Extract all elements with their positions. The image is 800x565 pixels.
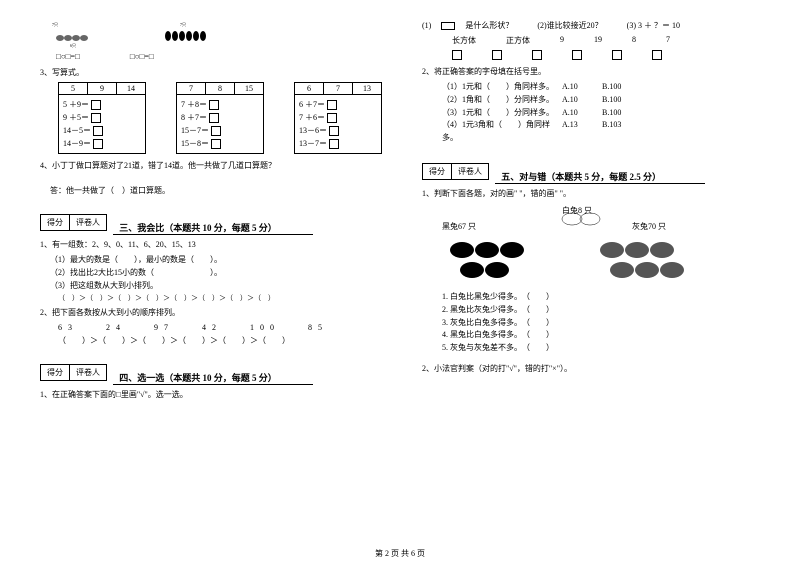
answer-box[interactable]: [327, 100, 337, 110]
svg-text:6只: 6只: [70, 43, 76, 48]
answer-box[interactable]: [209, 100, 219, 110]
s3q1: 1、有一组数：2、9、0、11、6、20、15、13: [40, 239, 382, 250]
box-1: 5914 5 ＋9＝ 9 ＋5＝ 14－5＝ 14－9＝: [58, 82, 146, 154]
s3nums: 63 24 97 42 100 85: [58, 322, 382, 333]
letter-choices: （1）1元和（ ）角同样多。A.10B.100 （2）1角和（ ）分同样多。A.…: [442, 81, 760, 145]
q4-answer: 答：他一共做了（ ）道口算题。: [50, 185, 382, 196]
answer-box[interactable]: [211, 126, 221, 136]
answer-box[interactable]: [329, 139, 339, 149]
checkbox[interactable]: [572, 50, 582, 60]
box-2: 7815 7 ＋8＝ 8 ＋7＝ 15－7＝ 15－8＝: [176, 82, 264, 154]
j2: 2. 黑兔比灰兔少得多。 （ ）: [442, 304, 760, 317]
formula-1: □○□=□: [56, 52, 80, 61]
left-column: 7只 6只 7只 □○□=□ □○□=□ 3、写算式。 5914 5 ＋9＝ 9 …: [40, 20, 382, 404]
rabbits-image: [442, 205, 702, 285]
answer-box[interactable]: [93, 139, 103, 149]
score-box: 得分评卷人: [40, 364, 107, 381]
q4-text: 4、小丁丁做口算题对了21道，错了14道。他一共做了几道口算题？: [40, 160, 382, 171]
checkbox[interactable]: [452, 50, 462, 60]
svg-text:7只: 7只: [52, 22, 58, 27]
score-box: 得分评卷人: [40, 214, 107, 231]
s4q1: 1、在正确答案下面的□里画"√"。选一选。: [40, 389, 382, 400]
answer-box[interactable]: [91, 100, 101, 110]
checkbox[interactable]: [492, 50, 502, 60]
checkbox-row: [452, 50, 760, 60]
section-3-title: 三、我会比（本题共 10 分，每题 5 分）: [119, 223, 277, 233]
answer-box[interactable]: [209, 113, 219, 123]
right-column: (1)是什么形状？ (2)谁比较接近20？ (3) 3 ＋ ？＝ 10 长方体正…: [422, 20, 760, 404]
answer-box[interactable]: [91, 113, 101, 123]
equation-boxes: 5914 5 ＋9＝ 9 ＋5＝ 14－5＝ 14－9＝ 7815 7 ＋8＝ …: [58, 82, 382, 154]
r-q2: 2、将正确答案的字母填在括号里。: [422, 66, 760, 77]
s3q1c2: （ ）＞（ ）＞（ ）＞（ ）＞（ ）＞（ ）＞（ ）＞（ ）: [58, 293, 382, 303]
j3: 3. 灰兔比白兔多得多。 （ ）: [442, 317, 760, 330]
checkbox[interactable]: [532, 50, 542, 60]
section-5-title: 五、对与错（本题共 5 分，每题 2.5 分）: [501, 172, 661, 182]
rabbit-diagram: 白兔8 只 黑兔67 只 灰兔70 只: [442, 205, 760, 285]
s5q2: 2、小法官判案（对的打"√"，错的打"×"）。: [422, 363, 760, 374]
chicks-image: 7只 6只: [50, 20, 100, 48]
image-row: 7只 6只 7只: [40, 20, 382, 48]
score-section-4: 得分评卷人 四、选一选（本题共 10 分，每题 5 分）: [40, 356, 382, 385]
checkbox[interactable]: [652, 50, 662, 60]
answer-box[interactable]: [327, 113, 337, 123]
s3q1a: （1）最大的数是（ ），最小的数是（ ）。: [50, 254, 382, 265]
s3ans: （ ）＞（ ）＞（ ）＞（ ）＞（ ）＞（ ）: [58, 335, 382, 346]
judgment-list: 1. 白兔比黑兔少得多。 （ ） 2. 黑兔比灰兔少得多。 （ ） 3. 灰兔比…: [442, 291, 760, 355]
svg-text:7只: 7只: [180, 22, 186, 27]
answer-box[interactable]: [93, 126, 103, 136]
s5q1: 1、判断下面各题，对的画" "，错的画" "。: [422, 188, 760, 199]
q3-title: 3、写算式。: [40, 67, 382, 78]
choice-questions: (1)是什么形状？ (2)谁比较接近20？ (3) 3 ＋ ？＝ 10: [422, 20, 760, 31]
answer-box[interactable]: [211, 139, 221, 149]
answer-box[interactable]: [329, 126, 339, 136]
penguins-image: 7只: [160, 20, 210, 48]
shape-icon: [441, 22, 455, 30]
score-section-3: 得分评卷人 三、我会比（本题共 10 分，每题 5 分）: [40, 206, 382, 235]
s3q2: 2、把下面各数按从大到小的顺序排列。: [40, 307, 382, 318]
s3q1c: （3）把这组数从大到小排列。: [50, 280, 382, 291]
checkbox[interactable]: [612, 50, 622, 60]
section-4-title: 四、选一选（本题共 10 分，每题 5 分）: [119, 373, 277, 383]
j1: 1. 白兔比黑兔少得多。 （ ）: [442, 291, 760, 304]
page-footer: 第 2 页 共 6 页: [0, 548, 800, 559]
score-box: 得分评卷人: [422, 163, 489, 180]
options-row: 长方体正方体 919 87: [452, 35, 760, 46]
formula-2: □○□=□: [130, 52, 154, 61]
box-3: 6713 6 ＋7＝ 7 ＋6＝ 13－6＝ 13－7＝: [294, 82, 382, 154]
j5: 5. 灰兔与灰兔差不多。 （ ）: [442, 342, 760, 355]
formula-row: □○□=□ □○□=□: [40, 52, 382, 61]
score-section-5: 得分评卷人 五、对与错（本题共 5 分，每题 2.5 分）: [422, 155, 760, 184]
j4: 4. 黑兔比白兔多得多。 （ ）: [442, 329, 760, 342]
s3q1b: （2）找出比2大比15小的数（ ）。: [50, 267, 382, 278]
